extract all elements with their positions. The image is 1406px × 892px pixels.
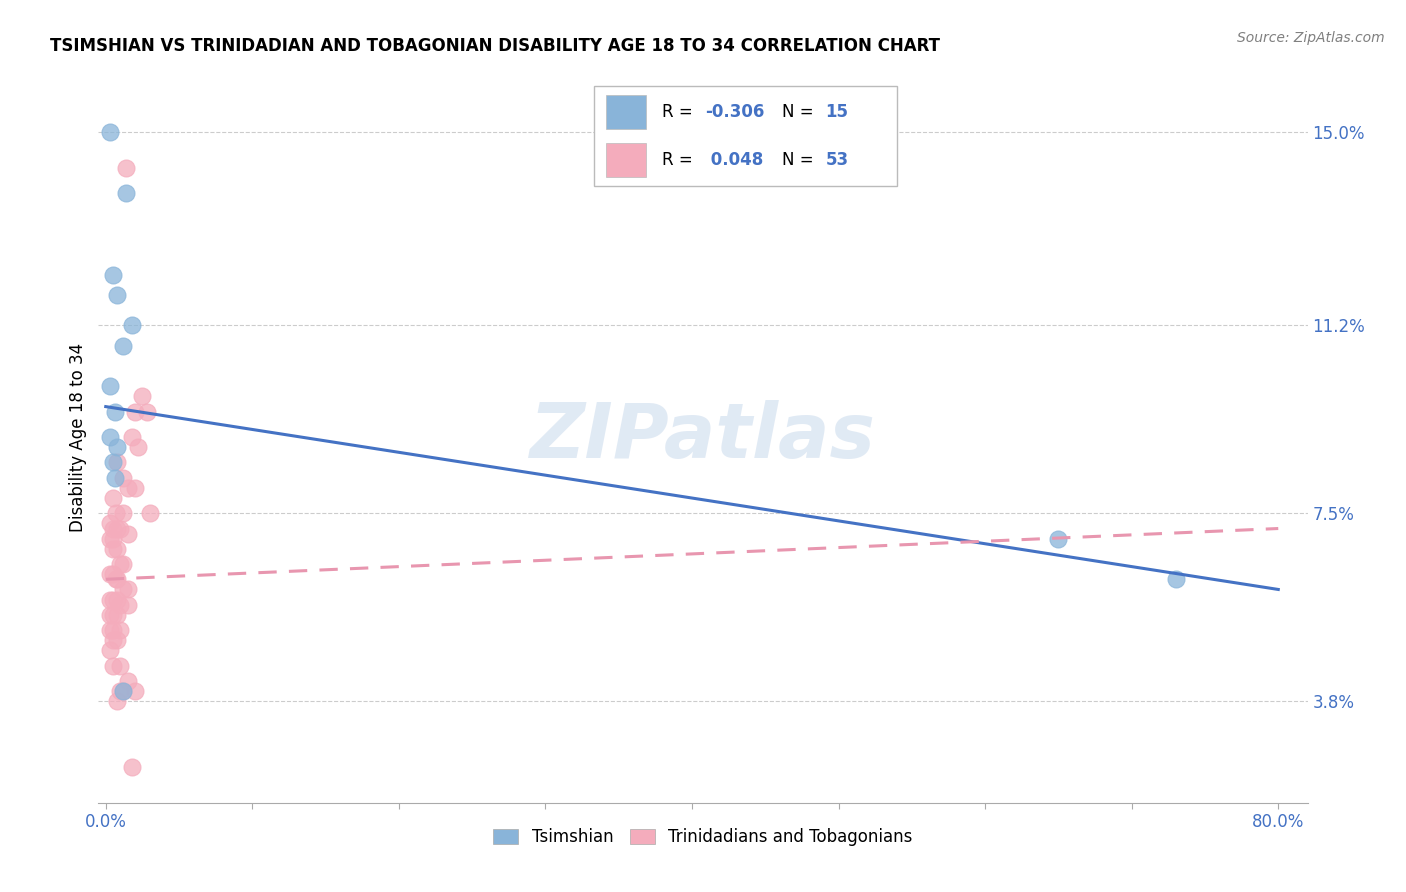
Point — [138, 506, 160, 520]
Point — [107, 455, 129, 469]
Point — [101, 455, 124, 469]
Text: -0.306: -0.306 — [704, 103, 765, 121]
Point — [107, 572, 129, 586]
Point — [98, 430, 121, 444]
Point — [101, 521, 124, 535]
Text: ZIPatlas: ZIPatlas — [530, 401, 876, 474]
Point — [101, 607, 124, 622]
Text: Source: ZipAtlas.com: Source: ZipAtlas.com — [1237, 31, 1385, 45]
Point — [117, 582, 139, 597]
Point — [107, 440, 129, 454]
Text: N =: N = — [782, 151, 820, 169]
Text: 53: 53 — [825, 151, 849, 169]
Point — [1164, 572, 1187, 586]
Point — [115, 161, 138, 175]
Point — [105, 506, 128, 520]
Point — [107, 694, 129, 708]
Point — [112, 684, 135, 698]
Point — [117, 526, 139, 541]
Point — [131, 389, 153, 403]
Point — [103, 471, 125, 485]
Point — [135, 405, 157, 419]
Point — [107, 288, 129, 302]
Point — [117, 481, 139, 495]
Point — [101, 541, 124, 556]
Text: R =: R = — [662, 151, 697, 169]
Point — [98, 379, 121, 393]
Point — [124, 405, 146, 419]
Point — [115, 186, 138, 201]
Point — [121, 760, 143, 774]
Point — [98, 125, 121, 139]
FancyBboxPatch shape — [606, 144, 647, 177]
Y-axis label: Disability Age 18 to 34: Disability Age 18 to 34 — [69, 343, 87, 532]
Point — [110, 623, 132, 637]
Text: 15: 15 — [825, 103, 849, 121]
Point — [112, 557, 135, 571]
Point — [98, 516, 121, 531]
Point — [98, 532, 121, 546]
Point — [124, 684, 146, 698]
Text: R =: R = — [662, 103, 697, 121]
Point — [110, 557, 132, 571]
Text: TSIMSHIAN VS TRINIDADIAN AND TOBAGONIAN DISABILITY AGE 18 TO 34 CORRELATION CHAR: TSIMSHIAN VS TRINIDADIAN AND TOBAGONIAN … — [51, 37, 941, 54]
Point — [112, 339, 135, 353]
Point — [112, 684, 135, 698]
Point — [107, 633, 129, 648]
Point — [103, 405, 125, 419]
Point — [117, 598, 139, 612]
Point — [101, 268, 124, 282]
Point — [124, 481, 146, 495]
Point — [110, 598, 132, 612]
Text: N =: N = — [782, 103, 820, 121]
FancyBboxPatch shape — [593, 86, 897, 186]
Point — [98, 643, 121, 657]
Point — [121, 318, 143, 333]
Point — [98, 607, 121, 622]
Point — [112, 471, 135, 485]
Point — [101, 567, 124, 582]
Point — [117, 673, 139, 688]
Point — [101, 633, 124, 648]
Point — [101, 532, 124, 546]
Point — [101, 592, 124, 607]
Point — [101, 491, 124, 505]
Point — [107, 607, 129, 622]
Point — [112, 582, 135, 597]
Point — [127, 440, 149, 454]
Point — [121, 430, 143, 444]
Point — [107, 592, 129, 607]
Point — [98, 567, 121, 582]
Point — [98, 623, 121, 637]
Point — [110, 658, 132, 673]
Point — [110, 521, 132, 535]
Point — [107, 521, 129, 535]
Legend: Tsimshian, Trinidadians and Tobagonians: Tsimshian, Trinidadians and Tobagonians — [486, 822, 920, 853]
Point — [105, 572, 128, 586]
FancyBboxPatch shape — [606, 95, 647, 128]
Point — [107, 541, 129, 556]
Point — [110, 684, 132, 698]
Point — [101, 623, 124, 637]
Point — [101, 658, 124, 673]
Point — [98, 592, 121, 607]
Point — [112, 506, 135, 520]
Point — [1047, 532, 1070, 546]
Text: 0.048: 0.048 — [704, 151, 763, 169]
